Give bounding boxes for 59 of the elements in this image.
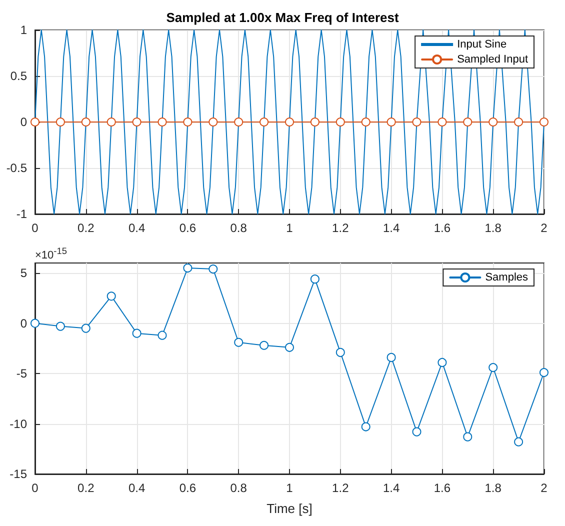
- y-tick-label: 0: [20, 316, 28, 330]
- x-tick-label: 1.2: [332, 221, 350, 235]
- x-tick-label: 0.6: [179, 221, 196, 235]
- x-tick-label: 1.6: [434, 481, 451, 495]
- y-tick-label: -5: [16, 366, 28, 381]
- point: [30, 318, 40, 328]
- point: [56, 322, 65, 331]
- x-tick-label: 0.8: [230, 481, 248, 495]
- point: [412, 427, 422, 436]
- x-tick-label: 0.2: [78, 221, 95, 235]
- x-tick-label: 1: [286, 221, 294, 235]
- point: [81, 324, 90, 333]
- x-tick-label: 0.4: [128, 221, 146, 235]
- x-tick-label: 0.4: [128, 481, 146, 495]
- x-tick-label: 1.8: [484, 481, 502, 495]
- y-tick-label: 0: [20, 115, 28, 129]
- x-tick-label: 1: [286, 481, 294, 495]
- y-tick-label: -10: [10, 416, 28, 431]
- x-tick-label: 1.8: [484, 221, 502, 235]
- point: [132, 328, 142, 338]
- point: [183, 264, 192, 273]
- y-tick-label: 0.5: [10, 69, 28, 83]
- point: [488, 362, 498, 372]
- point: [106, 292, 116, 301]
- y-tick-label: 1: [20, 23, 28, 37]
- point: [208, 264, 218, 274]
- x-tick-label: 2: [540, 221, 548, 235]
- x-tick-label: 1.4: [382, 221, 400, 235]
- point: [438, 358, 447, 367]
- y-tick-label: -0.5: [6, 161, 28, 175]
- point: [386, 352, 396, 362]
- point: [285, 342, 294, 352]
- x-tick-label: 0.2: [78, 481, 95, 495]
- x-tick-label: 0.8: [230, 221, 248, 235]
- legend-label: Sampled Input: [457, 54, 528, 66]
- point: [158, 330, 167, 340]
- point: [540, 368, 548, 378]
- point: [514, 437, 524, 446]
- x-tick-label: 0: [32, 481, 39, 495]
- legend-label: Samples: [485, 272, 528, 284]
- point: [234, 338, 244, 347]
- chart-title: Sampled at 1.00x Max Freq of Interest: [166, 10, 400, 25]
- point: [336, 348, 345, 357]
- text: ×10$^{-15}$: [35, 245, 67, 264]
- x-axis-title: Time [s]: [266, 501, 312, 516]
- point: [260, 340, 269, 350]
- y-tick-label: -1: [16, 207, 28, 221]
- x-tick-label: 1.2: [332, 481, 350, 495]
- point: [361, 422, 370, 432]
- x-tick-label: 0: [32, 221, 39, 235]
- y-tick-label: 5: [20, 266, 28, 280]
- point: [463, 432, 472, 442]
- point: [310, 274, 320, 284]
- x-tick-label: 2: [540, 481, 548, 495]
- x-tick-label: 1.6: [434, 221, 451, 235]
- x-tick-label: 1.4: [382, 481, 400, 495]
- legend-label: Input Sine: [457, 38, 507, 50]
- x-tick-label: 0.6: [179, 481, 196, 495]
- y-tick-label: -15: [10, 467, 28, 481]
